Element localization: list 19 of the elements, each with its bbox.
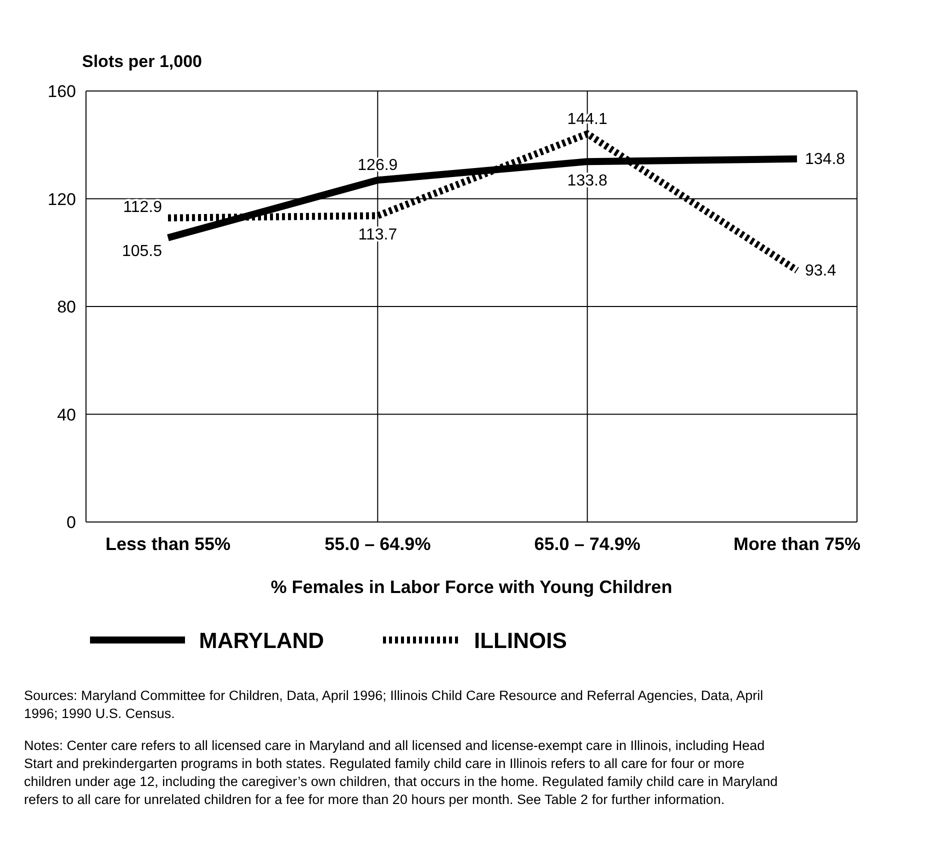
y-tick-label: 160 [48, 82, 76, 101]
y-tick-label: 0 [66, 513, 76, 532]
legend-label: MARYLAND [199, 628, 324, 653]
x-tick-label: 65.0 – 74.9% [534, 534, 640, 554]
y-tick-label: 120 [48, 190, 76, 209]
text: Notes: Center care refers to all licensed care in Maryland and all licensed and license-exempt care in Illinois, including Head Start and prekindergarten programs in both states. Regulated family child care in Illinois refers to all care for four or more children under age 12, including the caregiver’s own children, that occurs in the home. Regulated family child care in Maryland refers to all care for unrelated children for a fee for more than 20 hours per month. See Table 2 for further information. [24, 738, 778, 807]
y-axis-title: Slots per 1,000 [82, 52, 202, 71]
y-tick-label: 80 [57, 298, 76, 316]
y-tick-label: 40 [57, 405, 76, 424]
data-label: 112.9 [123, 198, 162, 216]
source-note: Sources: Maryland Committee for Children, Data, April 1996; Illinois Child Care Resource and Referral Agencies, Data, April 1996; 1990 U.S. Census. [24, 688, 764, 721]
data-label: 105.5 [122, 242, 162, 260]
legend-label: ILLINOIS [474, 628, 567, 653]
x-tick-label: 55.0 – 64.9% [324, 534, 431, 554]
x-axis-title: % Females in Labor Force with Young Children [270, 577, 672, 597]
data-label: 93.4 [805, 262, 836, 280]
x-tick-label: Less than 55% [105, 534, 231, 554]
x-tick-label: More than 75% [733, 534, 861, 554]
data-label: 134.8 [805, 150, 846, 168]
